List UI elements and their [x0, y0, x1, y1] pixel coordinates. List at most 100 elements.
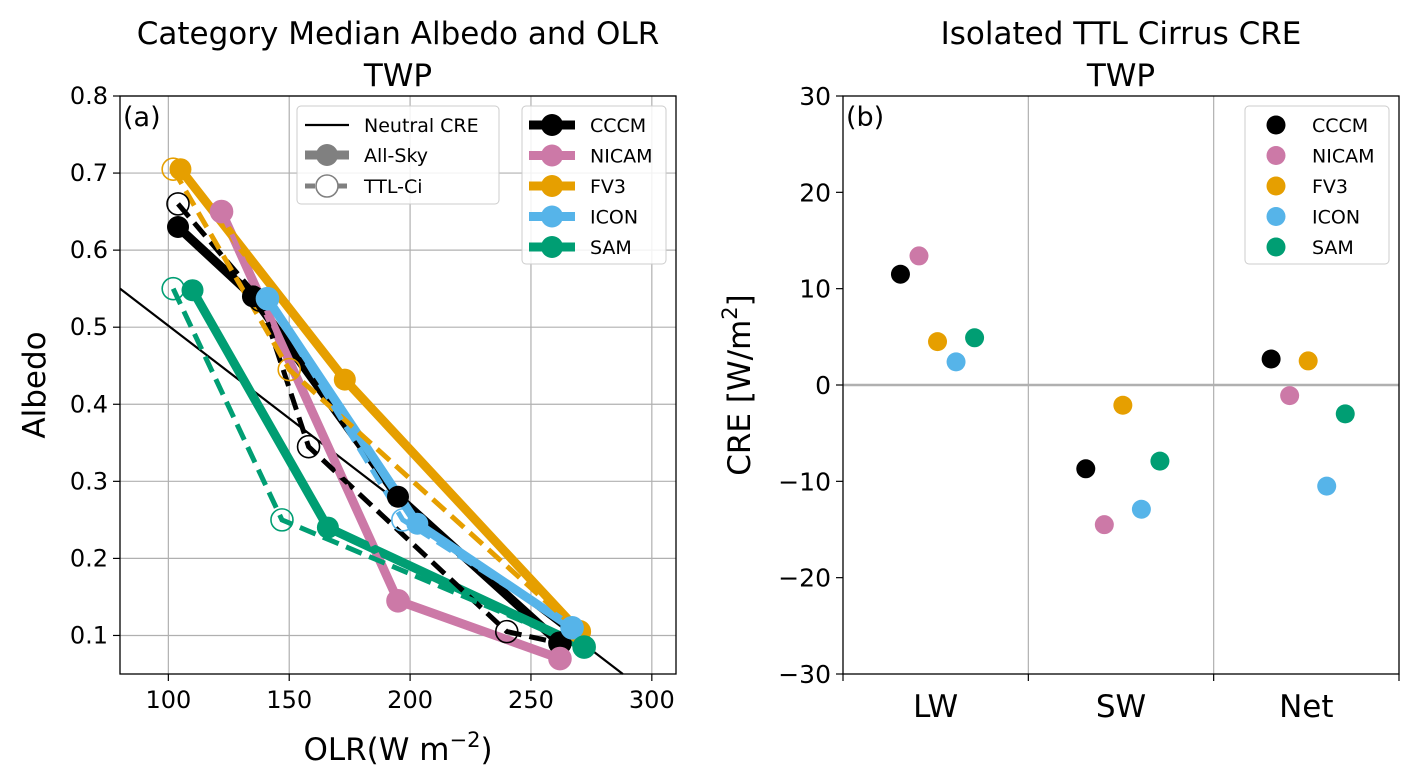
panel-b: Isolated TTL Cirrus CRE TWP LW SW Net −30 −2… [718, 16, 1400, 725]
sam-cre-point [965, 328, 985, 348]
style-legend: Neutral CRE All-Sky TTL-Ci [296, 105, 500, 205]
sam-ttl-ci-point [161, 276, 185, 301]
sam-all-sky-point [316, 516, 339, 539]
sam-ttl-ci-line [170, 287, 586, 650]
panel-a-x-tick-label: 300 [629, 686, 675, 714]
sam-cre-point [1335, 404, 1355, 424]
model-legend-marker [541, 236, 563, 258]
panel-b-category-label: LW [913, 689, 958, 725]
panel-a-x-tick-label: 100 [145, 686, 191, 714]
model-legend-label: CCCM [590, 115, 646, 137]
panel-b-legend-marker [1266, 115, 1286, 135]
icon-cre-point [1131, 499, 1151, 519]
panel-a-ylabel: Albedo [17, 331, 53, 438]
panel-b-legend-marker [1266, 146, 1286, 165]
nicam-cre-point [909, 246, 929, 266]
fv3-ttl-ci-point [277, 357, 302, 382]
panel-a-label: (a) [123, 102, 161, 133]
panel-b-legend-label: CCCM [1312, 115, 1368, 137]
panel-a-ticks: 100 150 200 250 300 0.1 0.2 0.3 0.4 0.5 0.6 0.7 0.8 [70, 82, 675, 714]
panel-b-category-label: SW [1096, 689, 1146, 725]
panel-b-y-tick-label: −20 [778, 564, 831, 593]
panel-b-y-tick-label: 20 [799, 178, 831, 207]
panel-b-ylabel-close: ] [722, 294, 758, 306]
nicam-cre-point [1280, 386, 1300, 406]
panel-a-xlabel-exp: −2 [449, 728, 480, 752]
fv3-cre-point [928, 332, 948, 352]
icon-all-sky-point [406, 512, 429, 535]
panel-a-y-tick-label: 0.4 [70, 390, 108, 418]
panel-b-y-tick-label: −30 [778, 660, 831, 689]
panel-b-subtitle: TWP [1086, 58, 1155, 94]
panel-b-legend-marker [1266, 237, 1286, 257]
panel-b-legend-label: SAM [1312, 237, 1354, 259]
panel-b-ticks: LW SW Net −30 −20 −10 0 10 20 30 [778, 82, 1400, 725]
panel-b-y-tick-label: −10 [778, 467, 831, 496]
cccm-all-sky-point [387, 485, 409, 508]
panel-a-subtitle: TWP [363, 58, 432, 94]
panel-b-legend-marker [1266, 207, 1286, 226]
fv3-ttl-ci-point [161, 157, 185, 182]
panel-b-category-label: Net [1279, 689, 1333, 725]
style-legend-ttl-ci-marker [315, 174, 339, 198]
panel-b-ylabel-base: CRE [W/m [722, 320, 758, 476]
panel-b-legend-marker [1266, 176, 1286, 196]
icon-cre-point [1317, 476, 1337, 496]
style-legend-box [296, 105, 500, 205]
panel-b-legend-label: ICON [1312, 207, 1360, 229]
panel-a-x-tick-label: 150 [266, 686, 312, 714]
panel-a: Category Median Albedo and OLR TWP 100 15… [17, 16, 677, 768]
panel-a-y-tick-label: 0.1 [70, 621, 108, 649]
sam-ttl-ci-point [270, 508, 294, 532]
panel-a-y-tick-label: 0.3 [70, 467, 108, 495]
model-legend-label: ICON [590, 207, 638, 229]
panel-b-title: Isolated TTL Cirrus CRE [941, 16, 1302, 52]
panel-a-xlabel-base: OLR(W m [303, 732, 449, 768]
panel-a-x-tick-label: 250 [508, 686, 554, 714]
cccm-cre-point [890, 264, 910, 284]
model-legend-marker [541, 205, 563, 228]
style-legend-label: TTL-Ci [363, 176, 423, 198]
panel-a-xlabel-close: ) [480, 732, 492, 768]
model-legend-label: NICAM [590, 146, 652, 168]
panel-a-markers [161, 157, 596, 671]
fv3-cre-point [1298, 351, 1318, 371]
cccm-ttl-ci-point [494, 619, 519, 644]
panel-b-grid [843, 96, 1399, 674]
sam-ttl-ci-point [572, 635, 596, 659]
nicam-ttl-ci-point [386, 588, 410, 613]
panel-a-y-tick-label: 0.5 [70, 313, 108, 341]
panel-a-frame [119, 95, 677, 675]
panel-a-xlabel: OLR(W m−2) [303, 728, 492, 768]
panel-b-y-tick-label: 30 [799, 82, 831, 111]
fv3-ttl-ci-line [171, 167, 581, 634]
icon-all-sky-point [561, 616, 584, 639]
panel-b-points [890, 246, 1355, 535]
model-legend-label: FV3 [590, 176, 626, 198]
panel-b-legend: CCCM NICAM FV3 ICON SAM [1244, 105, 1390, 265]
panel-a-title: Category Median Albedo and OLR [137, 16, 660, 52]
style-legend-label: Neutral CRE [364, 115, 479, 137]
panel-b-label: (b) [846, 102, 884, 133]
cccm-ttl-ci-point [296, 434, 321, 459]
model-legend-marker [541, 144, 563, 167]
style-legend-all-sky-marker [316, 144, 338, 166]
model-legend-marker [541, 175, 563, 197]
panel-a-y-tick-label: 0.7 [70, 159, 108, 187]
style-legend-label: All-Sky [364, 145, 428, 167]
panel-b-y-tick-label: 10 [799, 275, 831, 304]
nicam-all-sky-point [548, 647, 571, 670]
cccm-cre-point [1076, 459, 1096, 479]
nicam-ttl-ci-point [209, 199, 234, 224]
cccm-cre-point [1261, 349, 1281, 369]
sam-all-sky-point [573, 636, 596, 659]
model-legend: CCCM NICAM FV3 ICON SAM [521, 105, 667, 265]
nicam-all-sky-point [387, 589, 409, 612]
fv3-all-sky-point [169, 158, 192, 181]
icon-cre-point [946, 352, 966, 372]
sam-cre-point [1150, 451, 1170, 471]
nicam-all-sky-point [210, 200, 233, 223]
icon-all-sky-point [256, 287, 279, 310]
nicam-ttl-ci-point [548, 646, 572, 671]
